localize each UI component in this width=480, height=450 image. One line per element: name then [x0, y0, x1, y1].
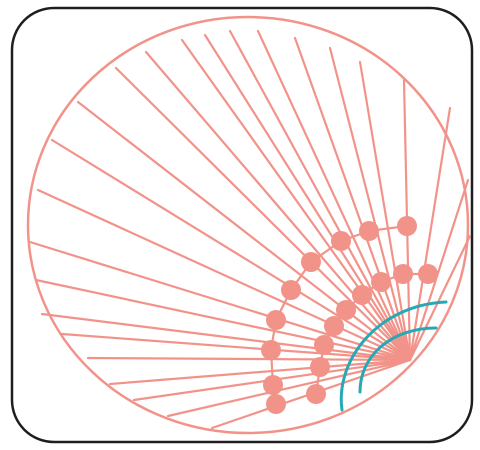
- spoke-18: [34, 278, 412, 362]
- node-2: [359, 221, 379, 241]
- node-5: [281, 280, 301, 300]
- spoke-7: [293, 36, 412, 362]
- spoke-22: [108, 358, 412, 386]
- spoke-3: [408, 106, 452, 362]
- node-1: [397, 216, 417, 236]
- spoke-9: [228, 29, 412, 362]
- spoke-19: [40, 312, 412, 362]
- node-17: [310, 357, 330, 377]
- nodes-group: [261, 216, 438, 414]
- spoke-1: [408, 234, 472, 362]
- spoke-8: [256, 29, 412, 362]
- node-11: [393, 264, 413, 284]
- node-13: [352, 285, 372, 305]
- spoke-16: [36, 188, 412, 362]
- spokes-group: [28, 29, 472, 430]
- spoke-14: [76, 100, 412, 362]
- spoke-12: [144, 50, 412, 362]
- node-14: [336, 300, 356, 320]
- node-15: [324, 316, 344, 336]
- node-3: [331, 231, 351, 251]
- spoke-17: [28, 240, 412, 362]
- node-9: [266, 394, 286, 414]
- inner-arcs-group: [339, 300, 448, 412]
- spoke-15: [50, 138, 412, 362]
- spoke-11: [180, 38, 412, 362]
- node-4: [301, 252, 321, 272]
- spoke-2: [408, 178, 470, 362]
- spoke-10: [203, 33, 412, 362]
- node-10: [418, 264, 438, 284]
- node-12: [371, 272, 391, 292]
- node-8: [263, 375, 283, 395]
- node-18: [306, 384, 326, 404]
- node-6: [266, 310, 286, 330]
- node-16: [314, 335, 334, 355]
- spoke-21: [86, 356, 412, 362]
- node-7: [261, 340, 281, 360]
- spoke-13: [114, 66, 412, 362]
- outer-teal-arc: [339, 300, 448, 412]
- spoke-6: [328, 46, 412, 362]
- inner-teal-arc: [358, 326, 438, 394]
- spoke-24: [166, 358, 412, 418]
- spoke-5: [358, 60, 412, 362]
- rounded-frame: [10, 6, 474, 444]
- outer-ellipse: [26, 15, 470, 435]
